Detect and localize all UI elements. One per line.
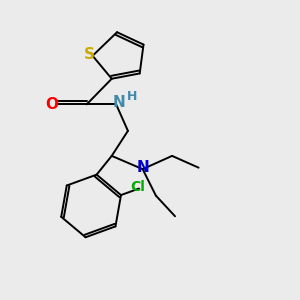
Text: N: N (113, 95, 125, 110)
Text: S: S (84, 47, 95, 62)
Text: Cl: Cl (130, 180, 145, 194)
Text: O: O (45, 97, 58, 112)
Text: N: N (136, 160, 149, 175)
Text: H: H (127, 90, 137, 103)
